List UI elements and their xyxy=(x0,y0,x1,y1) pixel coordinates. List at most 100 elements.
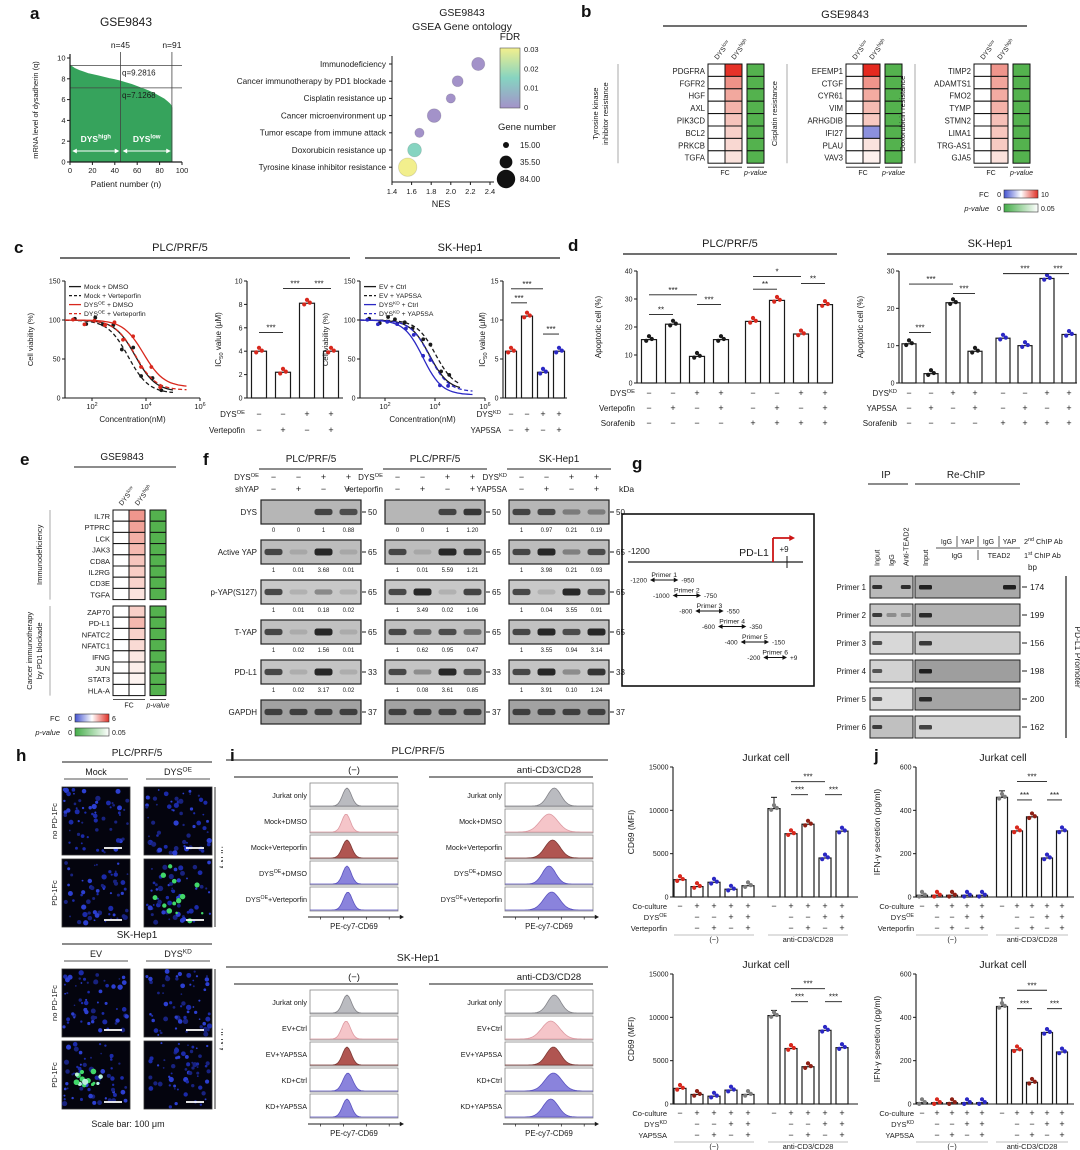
nucleus xyxy=(100,1052,102,1055)
condition-symbol: + xyxy=(950,388,955,398)
nucleus xyxy=(184,1054,189,1059)
nucleus xyxy=(176,1088,179,1091)
protein-band xyxy=(587,588,606,596)
nucleus xyxy=(147,840,151,844)
data-dot xyxy=(677,874,683,879)
size-legend-title: Gene number xyxy=(498,122,556,133)
molecular-weight: 33 xyxy=(616,668,625,677)
nucleus xyxy=(160,1031,163,1035)
nucleus xyxy=(206,1069,211,1074)
nucleus xyxy=(168,850,173,855)
region-start-label: -1200 xyxy=(628,546,650,556)
nucleus xyxy=(207,1012,211,1016)
nucleus xyxy=(82,847,86,851)
x-tick: 2.2 xyxy=(465,187,475,196)
data-dot xyxy=(508,345,514,350)
stim-group-label: anti-CD3/CD28 xyxy=(517,765,581,776)
pdl1-signal xyxy=(175,911,178,915)
size-legend-dot xyxy=(496,169,516,189)
antibody-label: T-YAP xyxy=(234,628,257,637)
condition-symbol: − xyxy=(395,484,400,494)
nucleus xyxy=(192,1006,195,1008)
nucleus xyxy=(156,1064,160,1067)
nucleus xyxy=(170,800,173,803)
gel-band xyxy=(872,641,883,645)
legend-fc-min: 0 xyxy=(68,716,72,723)
nucleus xyxy=(93,864,96,867)
protein-band xyxy=(512,668,531,676)
nucleus xyxy=(97,1100,103,1106)
protein-band xyxy=(388,628,407,636)
nucleus xyxy=(186,910,190,914)
nucleus xyxy=(123,887,127,891)
nucleus xyxy=(117,805,122,811)
condition-symbol: − xyxy=(670,418,675,428)
nucleus xyxy=(120,1076,124,1080)
condition-label: DYSKD​ xyxy=(891,1120,914,1129)
gene-label: TRG-AS1 xyxy=(937,141,971,150)
tss-label: +9 xyxy=(779,545,789,554)
y-tick: 0 xyxy=(61,158,65,167)
condition-label: Co-culture xyxy=(632,1109,667,1118)
condition-symbol: − xyxy=(950,403,955,413)
histogram-curve xyxy=(310,1021,398,1040)
significance: *** xyxy=(926,275,935,284)
condition-symbol: − xyxy=(711,1119,716,1129)
data-dot xyxy=(791,1045,796,1051)
band-quantification: 0.18 xyxy=(318,608,330,614)
flow-row-label: KD+Ctrl xyxy=(282,1076,308,1085)
nucleus xyxy=(68,841,71,844)
size-legend-label: 35.50 xyxy=(520,158,541,167)
y-tick: 4 xyxy=(61,116,65,125)
data-dot xyxy=(909,341,914,346)
condition-symbol: − xyxy=(934,1119,939,1129)
size-legend-label: 84.00 xyxy=(520,175,541,184)
bar xyxy=(1055,830,1069,898)
category-label: Cancer immunotherapy by PD1 blockade xyxy=(237,77,387,86)
condition-symbol: − xyxy=(771,901,776,911)
gene-label: TYMP xyxy=(949,104,971,113)
nucleus xyxy=(205,1061,210,1066)
data-dot xyxy=(694,350,700,356)
data-dot xyxy=(808,1064,813,1069)
protein-band xyxy=(413,708,432,716)
nucleus xyxy=(191,1061,194,1064)
significance: *** xyxy=(704,296,713,305)
condition-symbol: + xyxy=(1059,1130,1064,1140)
data-dot xyxy=(1042,857,1047,862)
condition-label: DYSOE​ xyxy=(891,913,915,922)
molecular-weight: 33 xyxy=(368,668,377,677)
category-label: Immunodeficiency xyxy=(320,60,387,69)
protein-band xyxy=(388,588,407,596)
nucleus xyxy=(95,863,98,866)
data-dot xyxy=(649,336,654,342)
group-label: anti-CD3/CD28 xyxy=(783,935,834,944)
heatmap-cell-pvalue xyxy=(149,543,167,556)
protein-band xyxy=(314,628,333,636)
gene-label: STMN2 xyxy=(945,117,971,126)
nucleus xyxy=(62,787,67,792)
pdl1-signal xyxy=(167,864,173,869)
significance: *** xyxy=(915,324,924,333)
gene-label: EFEMP1 xyxy=(812,67,843,76)
condition-symbol: + xyxy=(470,472,475,482)
protein-band xyxy=(463,548,482,556)
heatmap-cell-low xyxy=(112,672,130,685)
condition-symbol: + xyxy=(839,923,844,933)
cell-line-title: PLC/PRF/5 xyxy=(410,454,461,465)
molecular-weight: 37 xyxy=(616,708,625,717)
y-tick: 15000 xyxy=(649,765,669,772)
dose-curve xyxy=(360,319,473,396)
condition-symbol: + xyxy=(470,484,475,494)
band-quantification: 3.68 xyxy=(318,568,330,574)
data-dot xyxy=(158,385,163,390)
protein-band xyxy=(463,588,482,596)
nucleus xyxy=(78,977,81,980)
condition-symbol: + xyxy=(1059,901,1064,911)
bar xyxy=(923,373,939,384)
gene-label: JUN xyxy=(95,664,110,673)
y-tick: 10 xyxy=(491,318,499,325)
nucleus xyxy=(104,1097,108,1100)
heatmap-cell-low xyxy=(707,137,726,152)
